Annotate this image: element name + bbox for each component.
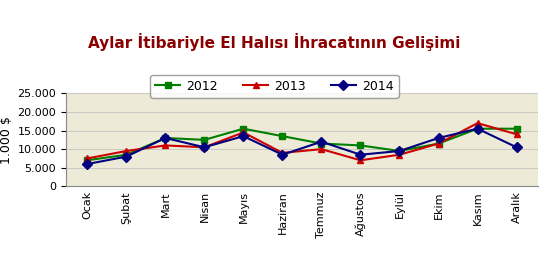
2012 bbox=[162, 136, 169, 140]
2014 bbox=[318, 140, 325, 143]
2012 bbox=[84, 159, 91, 162]
2013 bbox=[201, 146, 208, 149]
2013 bbox=[123, 149, 130, 153]
Text: Aylar İtibariyle El Halısı İhracatının Gelişimi: Aylar İtibariyle El Halısı İhracatının G… bbox=[88, 33, 461, 51]
2014 bbox=[240, 135, 247, 138]
2014 bbox=[474, 127, 481, 130]
2012 bbox=[123, 153, 130, 156]
Line: 2013: 2013 bbox=[84, 120, 520, 164]
2014 bbox=[84, 162, 91, 166]
2012 bbox=[318, 142, 325, 145]
2012 bbox=[240, 127, 247, 130]
2014 bbox=[123, 155, 130, 158]
Line: 2012: 2012 bbox=[84, 125, 520, 164]
2013 bbox=[396, 153, 403, 156]
2012 bbox=[474, 127, 481, 130]
2013 bbox=[474, 121, 481, 125]
2014 bbox=[513, 146, 520, 149]
2012 bbox=[396, 149, 403, 153]
2012 bbox=[201, 138, 208, 141]
2012 bbox=[279, 135, 285, 138]
Legend: 2012, 2013, 2014: 2012, 2013, 2014 bbox=[150, 75, 399, 98]
2013 bbox=[84, 157, 91, 160]
2013 bbox=[513, 133, 520, 136]
2012 bbox=[435, 142, 442, 145]
2013 bbox=[240, 131, 247, 134]
2014 bbox=[357, 153, 364, 156]
2014 bbox=[435, 136, 442, 140]
2014 bbox=[279, 153, 285, 156]
2013 bbox=[279, 151, 285, 155]
2013 bbox=[435, 142, 442, 145]
2014 bbox=[201, 146, 208, 149]
2013 bbox=[318, 147, 325, 151]
2013 bbox=[357, 159, 364, 162]
Y-axis label: 1.000 $: 1.000 $ bbox=[0, 116, 13, 164]
2012 bbox=[357, 144, 364, 147]
2014 bbox=[162, 136, 169, 140]
2012 bbox=[513, 127, 520, 130]
Line: 2014: 2014 bbox=[84, 125, 520, 167]
2014 bbox=[396, 149, 403, 153]
2013 bbox=[162, 144, 169, 147]
